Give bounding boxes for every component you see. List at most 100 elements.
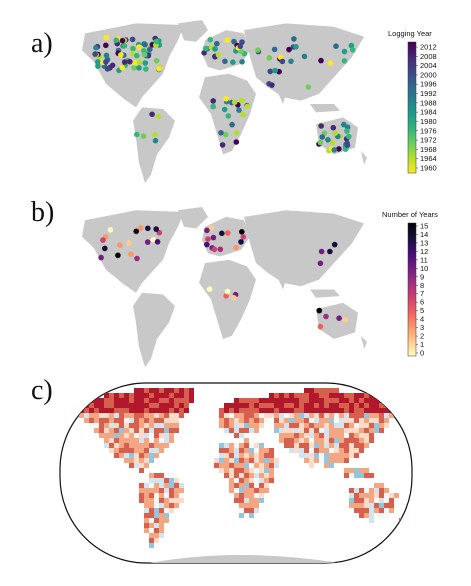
grid-cell [129, 458, 134, 463]
grid-cell [304, 388, 309, 393]
grid-cell [259, 453, 264, 458]
logging-site-point [231, 99, 238, 105]
grid-cell [119, 403, 124, 408]
grid-cell [169, 428, 174, 433]
grid-cell [124, 408, 129, 413]
site-years-point [223, 293, 229, 299]
grid-cell [214, 388, 219, 393]
grid-cell [174, 503, 179, 508]
grid-cell [319, 418, 324, 423]
grid-cell [164, 443, 169, 448]
grid-cell [169, 438, 174, 443]
grid-cell [159, 493, 164, 498]
grid-cell [164, 498, 169, 503]
grid-cell [384, 488, 389, 493]
legend-b-tick-4: 4 [420, 315, 424, 324]
grid-cell [354, 453, 359, 458]
grid-cell [374, 408, 379, 413]
logging-site-point [153, 38, 160, 45]
grid-cell [169, 478, 174, 483]
grid-cell [304, 398, 309, 403]
grid-cell [174, 428, 179, 433]
grid-cell [144, 418, 149, 423]
grid-cell [364, 408, 369, 413]
grid-cell [274, 393, 279, 398]
logging-site-point [95, 63, 101, 69]
grid-cell [299, 428, 304, 433]
grid-cell [349, 428, 354, 433]
grid-cell [94, 418, 99, 423]
grid-cell [229, 473, 234, 478]
logging-site-point [152, 137, 159, 144]
grid-cell [279, 403, 284, 408]
grid-cell [249, 398, 254, 403]
grid-cell [389, 398, 394, 403]
grid-cell [154, 473, 159, 478]
grid-cell [274, 408, 279, 413]
grid-cell [369, 408, 374, 413]
grid-cell [239, 473, 244, 478]
grid-cell [204, 393, 209, 398]
grid-cell [229, 443, 234, 448]
grid-cell [384, 493, 389, 498]
grid-cell [249, 493, 254, 498]
grid-cell [154, 453, 159, 458]
grid-cell [309, 423, 314, 428]
grid-cell [264, 483, 269, 488]
grid-cell [114, 438, 119, 443]
grid-cell [249, 413, 254, 418]
legend-a-tick-1992: 1992 [420, 89, 437, 98]
site-years-point [128, 251, 134, 257]
grid-cell [144, 458, 149, 463]
grid-cell [129, 413, 134, 418]
grid-cell [184, 408, 189, 413]
grid-cell [364, 443, 369, 448]
grid-cell [139, 483, 144, 488]
grid-cell [329, 398, 334, 403]
grid-cell [314, 438, 319, 443]
grid-cell [144, 508, 149, 513]
logging-site-point [201, 50, 207, 56]
logging-site-point [291, 36, 297, 42]
grid-cell [169, 398, 174, 403]
grid-cell [359, 403, 364, 408]
logging-site-point [325, 137, 331, 143]
legend-b-tick-11: 11 [420, 255, 428, 264]
grid-cell [139, 408, 144, 413]
map-b-greenland [178, 207, 208, 229]
grid-cell [329, 448, 334, 453]
legend-b-tick-3: 3 [420, 323, 424, 332]
grid-cell [89, 423, 94, 428]
grid-cell [164, 493, 169, 498]
grid-cell [344, 403, 349, 408]
grid-cell [319, 388, 324, 393]
grid-cell [234, 468, 239, 473]
grid-cell [369, 503, 374, 508]
grid-cell [144, 428, 149, 433]
grid-cell [284, 438, 289, 443]
grid-cell [364, 413, 369, 418]
grid-cell [254, 443, 259, 448]
grid-cell [244, 478, 249, 483]
grid-cell [244, 438, 249, 443]
grid-cell [179, 388, 184, 393]
grid-cell [164, 428, 169, 433]
grid-cell [179, 403, 184, 408]
logging-site-point [140, 133, 147, 139]
grid-cell [179, 413, 184, 418]
site-years-point [204, 241, 210, 248]
grid-cell [254, 498, 259, 503]
grid-cell [234, 448, 239, 453]
grid-cell [209, 398, 214, 403]
grid-cell [104, 398, 109, 403]
grid-cell [254, 408, 259, 413]
grid-cell [154, 433, 159, 438]
grid-cell [119, 453, 124, 458]
grid-cell [354, 413, 359, 418]
grid-cell [109, 448, 114, 453]
grid-cell [139, 418, 144, 423]
grid-cell [354, 498, 359, 503]
grid-cell [384, 498, 389, 503]
grid-cell [134, 418, 139, 423]
grid-cell [169, 418, 174, 423]
